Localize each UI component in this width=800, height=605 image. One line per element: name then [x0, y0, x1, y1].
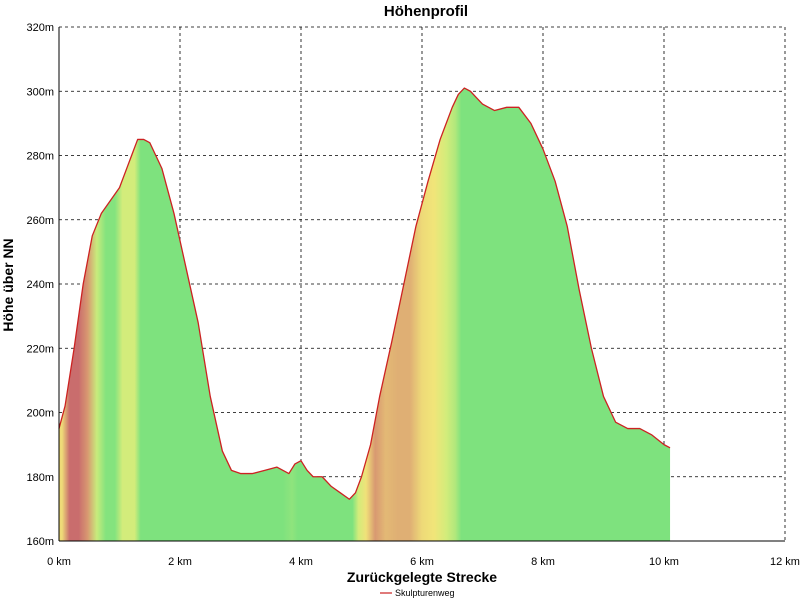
y-tick-label: 280m: [26, 151, 54, 163]
legend-label-skulpturenweg: Skulpturenweg: [395, 588, 455, 598]
y-tick-label: 220m: [26, 343, 54, 355]
axes: 160m 180m 200m 220m 240m 260m 280m 300m 320m 0 km…: [26, 22, 800, 568]
x-tick-label: 0 km: [47, 556, 71, 568]
elevation-area: [58, 87, 671, 541]
series-line-skulpturenweg: [58, 87, 671, 500]
y-tick-label: 160m: [26, 536, 54, 548]
x-tick-label: 10 km: [649, 556, 679, 568]
chart-title: Höhenprofil: [384, 3, 468, 20]
y-tick-label: 200m: [26, 408, 54, 420]
x-tick-label: 8 km: [531, 556, 555, 568]
y-tick-label: 260m: [26, 215, 54, 227]
x-tick-label: 2 km: [168, 556, 192, 568]
x-tick-label: 6 km: [410, 556, 434, 568]
x-axis-label: Zurückgelegte Strecke: [347, 569, 497, 585]
y-axis-label: Höhe über NN: [0, 238, 16, 331]
y-tick-label: 240m: [26, 279, 54, 291]
y-tick-label: 300m: [26, 86, 54, 98]
x-tick-label: 12 km: [770, 556, 800, 568]
x-tick-label: 4 km: [289, 556, 313, 568]
y-tick-label: 320m: [26, 22, 54, 34]
elevation-area-fill: [59, 88, 671, 541]
y-tick-label: 180m: [26, 472, 54, 484]
legend: Skulpturenweg: [380, 588, 455, 598]
